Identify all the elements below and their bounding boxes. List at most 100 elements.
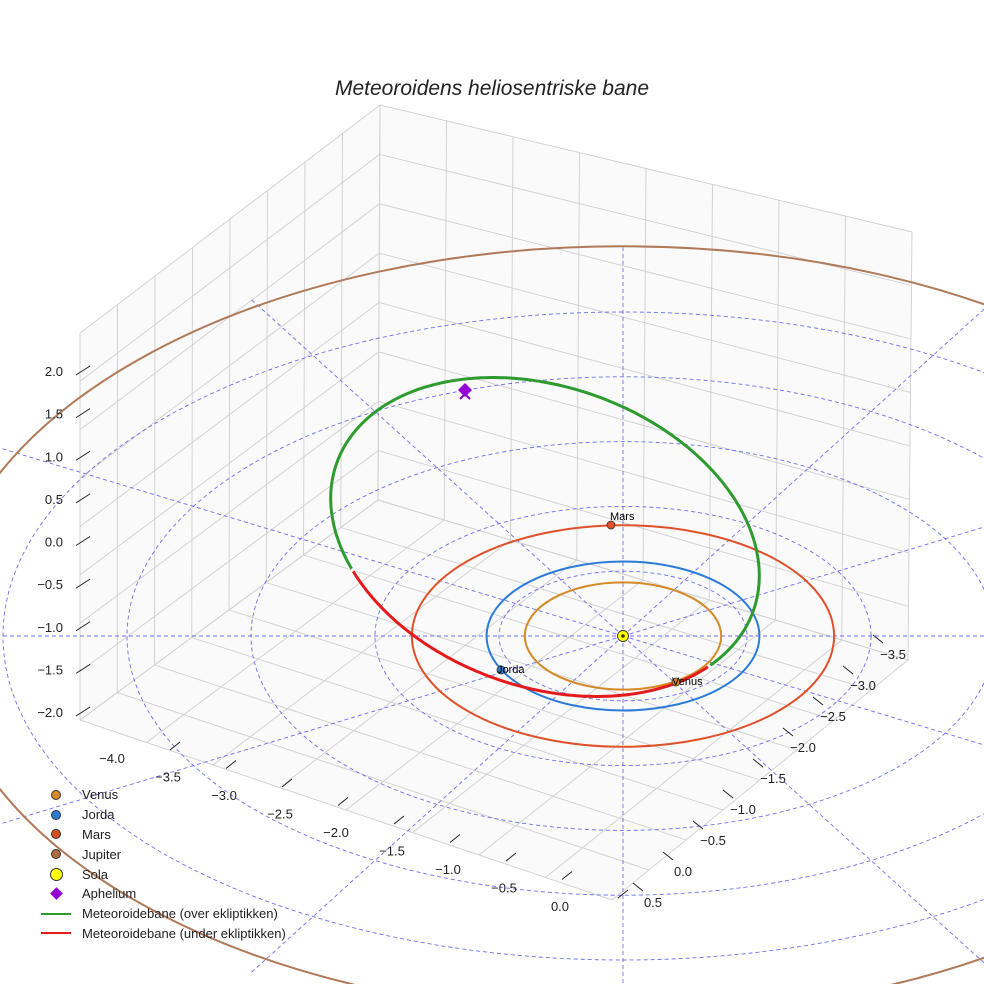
z-tick-label-6: −1.0	[37, 620, 63, 635]
legend-marker-7	[41, 932, 71, 935]
legend-item-0: Venus	[40, 785, 286, 805]
orbit-jupiter	[0, 245, 984, 984]
z-tick-8	[75, 706, 91, 717]
grid-floor-v-7	[340, 527, 872, 691]
x-tick-label-4: −2.0	[323, 825, 349, 840]
ecliptic-spoke-5	[0, 447, 624, 637]
y-tick-label-4: −1.5	[760, 771, 786, 786]
label-mars: Mars	[610, 511, 635, 523]
grid-left-h-7	[79, 450, 379, 672]
x-tick-label-1: −3.5	[155, 770, 181, 785]
legend-marker-3	[51, 849, 61, 860]
legend-marker-2	[51, 829, 61, 840]
grid-floor-h-6	[478, 619, 776, 856]
grid-left-h-6	[79, 400, 379, 624]
grid-left-v-8	[377, 104, 381, 501]
legend-label-0: Venus	[82, 787, 119, 803]
z-tick-7	[75, 663, 91, 674]
y-tick-label-7: −3.0	[850, 678, 876, 693]
legend-symbol-3	[40, 847, 72, 861]
z-tick-label-1: 1.5	[45, 407, 63, 422]
x-tick-label-5: −1.5	[379, 844, 405, 859]
marker-mars	[606, 520, 616, 530]
x-tick-2	[281, 778, 293, 788]
grid-floor-v-5	[266, 582, 798, 751]
x-tick-4	[393, 815, 405, 825]
z-tick-6	[75, 621, 91, 632]
z-tick-4	[75, 536, 91, 546]
z-tick-label-4: 0.0	[45, 535, 63, 550]
z-tick-5	[75, 578, 91, 589]
z-tick-label-8: −2.0	[37, 705, 63, 720]
y-tick-2	[692, 820, 704, 830]
grid-floor-h-5	[412, 599, 710, 833]
legend-symbol-0	[40, 788, 72, 802]
grid-left-v-7	[340, 133, 343, 528]
grid-left-h-5	[79, 351, 380, 576]
axis-ticks: 2.0 1.5 1.0 0.5 0.0 −0.5 −1.0 −1.5 −2.0 −4.0 −3.5 −…	[37, 364, 906, 914]
y-tick-label-3: −1.0	[730, 802, 756, 817]
legend-label-3: Jupiter	[82, 846, 122, 862]
marker-sun-core	[621, 634, 625, 638]
x-tick-8	[617, 889, 629, 899]
ecliptic-spoke-1	[622, 526, 984, 637]
legend-symbol-7	[40, 926, 72, 940]
x-tick-7	[561, 871, 573, 880]
legend-marker-6	[41, 912, 71, 915]
y-tick-label-8: −3.5	[880, 647, 906, 662]
legend-symbol-5	[40, 887, 72, 901]
label-jorda: Jorda	[497, 664, 525, 676]
x-tick-label-6: −1.0	[435, 862, 461, 877]
legend-label-4: Sola	[82, 866, 109, 882]
x-tick-label-0: −4.0	[99, 751, 125, 766]
legend-item-7: Meteoroidebane (under ekliptikken)	[40, 924, 286, 944]
y-tick-label-5: −2.0	[790, 740, 816, 755]
x-tick-6	[505, 852, 517, 862]
y-tick-1	[662, 851, 674, 861]
marker-jorda	[496, 665, 506, 675]
legend-marker-1	[51, 809, 61, 820]
legend-marker-5	[49, 887, 63, 901]
z-tick-label-3: 0.5	[45, 492, 63, 507]
label-venus: Venus	[672, 676, 703, 688]
grid-back-v-5	[708, 184, 713, 601]
y-tick-label-2: −0.5	[700, 833, 726, 848]
y-tick-0	[632, 882, 644, 892]
grid-back-v-6	[775, 200, 780, 621]
grid-back-v-8	[907, 231, 913, 661]
x-tick-label-3: −2.5	[267, 807, 293, 822]
grid-back-h-4	[378, 302, 911, 447]
ecliptic-spoke-7	[0, 635, 624, 825]
grid-left-v-5	[265, 190, 268, 583]
chart-title: Meteoroidens heliosentriske bane	[335, 77, 649, 100]
legend-item-3: Jupiter	[40, 844, 286, 864]
pane-2	[80, 500, 908, 900]
axes-panes	[80, 105, 912, 900]
legend-label-1: Jorda	[82, 807, 115, 823]
markers: Venus Jorda Mars	[458, 383, 703, 688]
y-tick-6	[812, 696, 824, 706]
meteoroid-orbit-above	[329, 376, 761, 667]
x-tick-label-7: −0.5	[491, 881, 517, 896]
meteoroid-orbit	[329, 376, 761, 698]
x-tick-0	[169, 741, 181, 751]
y-tick-3	[722, 789, 734, 799]
legend-label-5: Aphelium	[82, 886, 137, 902]
x-tick-3	[337, 797, 349, 806]
y-tick-label-6: −2.5	[820, 709, 846, 724]
y-tick-8	[872, 634, 884, 644]
legend-item-4: Sola	[40, 864, 286, 884]
z-tick-label-0: 2.0	[45, 364, 63, 379]
x-tick-label-2: −3.0	[211, 788, 237, 803]
grid-back-h-7	[378, 450, 909, 607]
marker-venus	[671, 677, 681, 687]
marker-aphelion	[458, 383, 472, 397]
z-tick-label-2: 1.0	[45, 449, 63, 464]
legend-label-6: Meteoroidebane (over ekliptikken)	[82, 906, 278, 922]
legend-label-2: Mars	[82, 826, 111, 842]
x-tick-label-8: 0.0	[551, 899, 569, 914]
grid-back-v-7	[841, 216, 846, 641]
legend-item-5: Aphelium	[40, 884, 286, 904]
